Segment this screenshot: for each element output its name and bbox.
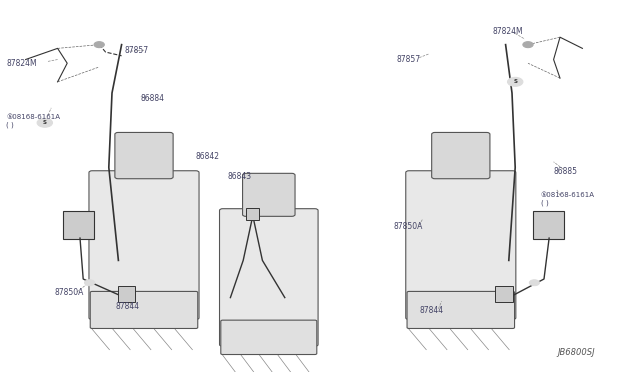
FancyBboxPatch shape — [495, 286, 513, 302]
FancyBboxPatch shape — [432, 132, 490, 179]
FancyBboxPatch shape — [533, 211, 564, 239]
Text: 86885: 86885 — [554, 167, 578, 176]
FancyBboxPatch shape — [406, 171, 516, 320]
Circle shape — [94, 42, 104, 48]
Circle shape — [84, 280, 95, 286]
Text: S: S — [513, 79, 517, 84]
FancyBboxPatch shape — [90, 291, 198, 328]
Circle shape — [523, 42, 533, 48]
FancyBboxPatch shape — [243, 173, 295, 217]
FancyBboxPatch shape — [63, 211, 94, 239]
Text: 87844: 87844 — [419, 306, 444, 315]
FancyBboxPatch shape — [407, 291, 515, 328]
Text: S: S — [43, 120, 47, 125]
Text: 86884: 86884 — [141, 94, 165, 103]
Text: 87850A: 87850A — [54, 288, 84, 296]
Text: 87857: 87857 — [397, 55, 421, 64]
Text: JB6800SJ: JB6800SJ — [557, 348, 595, 357]
Text: 87824M: 87824M — [493, 27, 524, 36]
FancyBboxPatch shape — [89, 171, 199, 320]
Text: ⑤08168-6161A
( ): ⑤08168-6161A ( ) — [6, 114, 60, 128]
FancyBboxPatch shape — [246, 208, 259, 220]
Text: 86843: 86843 — [227, 172, 252, 181]
Text: ⑤08168-6161A
( ): ⑤08168-6161A ( ) — [541, 192, 595, 206]
Text: 87850A: 87850A — [394, 222, 423, 231]
Text: 87857: 87857 — [125, 46, 149, 55]
Text: 86842: 86842 — [195, 152, 219, 161]
Circle shape — [508, 77, 523, 86]
FancyBboxPatch shape — [118, 286, 135, 302]
FancyBboxPatch shape — [220, 209, 318, 346]
Circle shape — [529, 280, 540, 286]
FancyBboxPatch shape — [221, 320, 317, 355]
Text: 87824M: 87824M — [6, 59, 37, 68]
Circle shape — [37, 118, 52, 127]
Text: 87844: 87844 — [115, 302, 140, 311]
FancyBboxPatch shape — [115, 132, 173, 179]
